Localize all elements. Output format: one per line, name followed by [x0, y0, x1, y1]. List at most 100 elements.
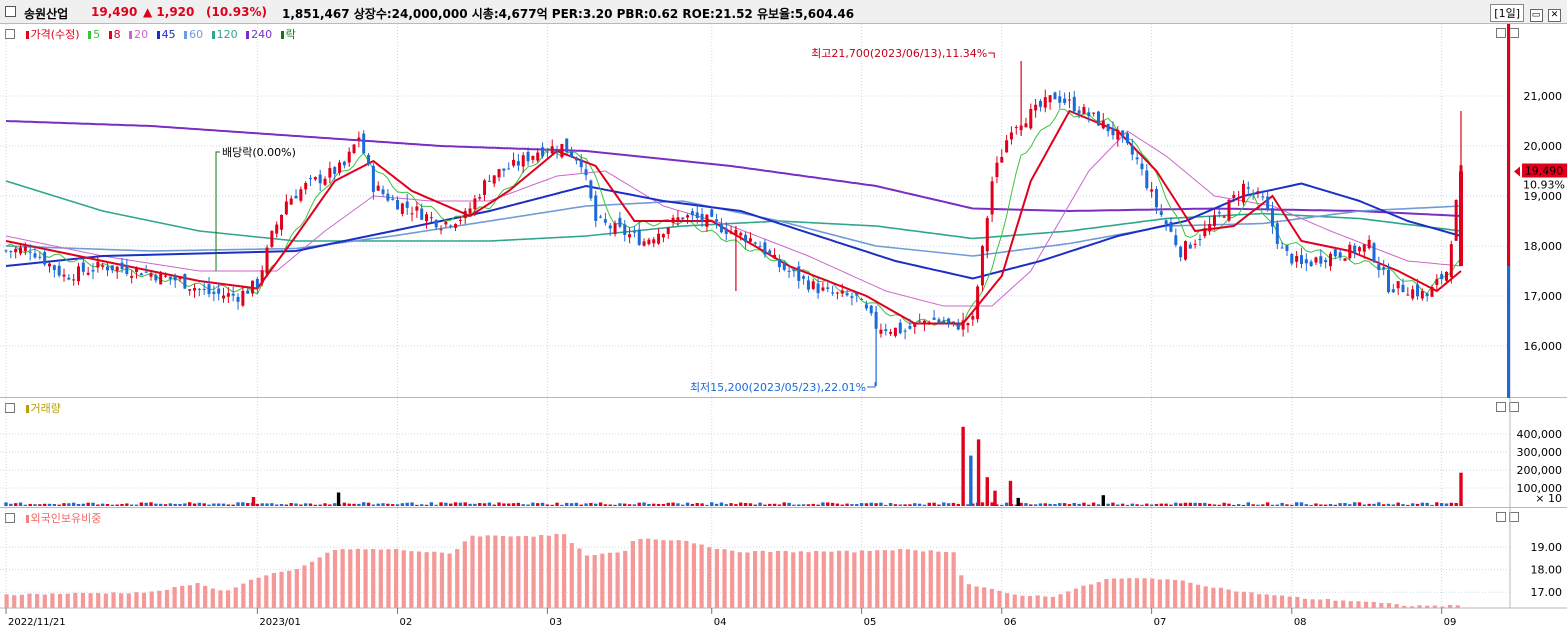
- volume-legend: 거래량: [5, 400, 61, 416]
- legend-volume[interactable]: 거래량: [30, 402, 61, 415]
- volume-bar: [565, 502, 569, 506]
- legend-price[interactable]: 가격(수정): [30, 28, 80, 41]
- foreign-y-tick-label: 19.00: [1531, 541, 1563, 554]
- volume-bar: [1135, 504, 1139, 506]
- legend-ma45[interactable]: 45: [161, 28, 176, 41]
- volume-bar: [971, 503, 975, 506]
- candle-body: [782, 262, 786, 270]
- volume-bar: [328, 504, 332, 506]
- volume-bar: [661, 503, 666, 506]
- legend-ma60[interactable]: 60: [189, 28, 204, 41]
- legend-ma20[interactable]: 20: [134, 28, 149, 41]
- legend-ma8[interactable]: 8: [113, 28, 121, 41]
- x-tick-label: 04: [714, 617, 727, 628]
- volume-bar: [352, 503, 356, 506]
- foreign-bar: [27, 593, 32, 608]
- foreign-bar: [1417, 605, 1422, 608]
- foreign-bar: [951, 552, 956, 608]
- foreign-bar: [531, 536, 536, 608]
- volume-bar: [400, 503, 405, 506]
- foreign-bar: [1371, 601, 1376, 608]
- volume-bar: [647, 504, 651, 506]
- volume-bar: [893, 504, 898, 506]
- foreign-bar: [401, 550, 406, 608]
- candle-body: [81, 262, 85, 272]
- candle-body: [1425, 293, 1429, 297]
- legend-ma240[interactable]: 240: [251, 28, 273, 41]
- volume-bar: [13, 503, 18, 506]
- title-bar: 송원산업 19,490 ▲ 1,920 (10.93%) 1,851,467 상…: [0, 0, 1567, 24]
- dividend-marker-line: [215, 151, 221, 271]
- candle-body: [1121, 130, 1125, 136]
- candle-body: [860, 299, 864, 301]
- foreign-bar: [1012, 594, 1017, 608]
- legend-lock[interactable]: 락: [285, 28, 296, 41]
- foreign-bar: [646, 538, 651, 608]
- candle-body: [57, 265, 61, 276]
- candle-body: [763, 242, 767, 255]
- legend-checkbox[interactable]: [5, 403, 15, 413]
- volume-bar: [415, 504, 419, 506]
- period-selector[interactable]: [1일]: [1490, 4, 1524, 22]
- foreign-bar: [424, 552, 429, 608]
- candle-body: [23, 246, 27, 252]
- volume-bar: [134, 504, 139, 506]
- volume-bar: [1435, 502, 1439, 506]
- foreign-bar: [371, 549, 376, 608]
- legend-ma120[interactable]: 120: [216, 28, 238, 41]
- foreign-bar: [1333, 600, 1338, 608]
- foreign-bar: [1058, 594, 1063, 608]
- panel-min-icon[interactable]: [1496, 512, 1506, 522]
- legend-ma5[interactable]: 5: [93, 28, 101, 41]
- x-tick-label: 2022/11/21: [8, 617, 66, 628]
- candle-body: [1092, 112, 1096, 114]
- volume-bar: [173, 503, 177, 506]
- legend-marker-foreign: [25, 515, 29, 523]
- candle-body: [294, 195, 298, 199]
- volume-bar: [405, 502, 409, 506]
- foreign-bar: [699, 544, 704, 608]
- volume-bar: [1406, 504, 1410, 506]
- foreign-bar: [1180, 580, 1185, 608]
- foreign-bar: [65, 593, 70, 608]
- maximize-icon[interactable]: ▭: [1529, 9, 1543, 22]
- foreign-bar: [523, 536, 529, 608]
- legend-marker-ma5: [88, 31, 92, 39]
- foreign-bar: [1134, 578, 1140, 608]
- volume-bar: [845, 503, 849, 506]
- volume-bar: [221, 503, 226, 506]
- ma-line-5: [5, 108, 1462, 327]
- candle-body: [1072, 96, 1076, 112]
- close-icon[interactable]: ✕: [1548, 9, 1561, 22]
- candle-body: [139, 273, 143, 276]
- candle-body: [483, 180, 487, 195]
- foreign-bar: [88, 593, 93, 608]
- volume-bar: [792, 504, 796, 506]
- panel-min-icon[interactable]: [1496, 402, 1506, 412]
- candle-body: [1038, 100, 1042, 107]
- volume-bar: [1377, 502, 1381, 506]
- candle-body: [135, 268, 139, 272]
- panel-min-icon[interactable]: [1496, 28, 1506, 38]
- volume-bar: [632, 504, 637, 506]
- window-checkbox[interactable]: [5, 6, 16, 17]
- volume-bar: [1314, 503, 1318, 506]
- volume-bar: [318, 504, 322, 506]
- candle-body: [618, 217, 622, 227]
- volume-bar: [710, 502, 714, 506]
- volume-bar: [550, 504, 554, 506]
- candle-body: [1251, 193, 1255, 195]
- foreign-bar: [348, 549, 353, 608]
- volume-bar: [154, 503, 158, 506]
- foreign-bar: [470, 535, 475, 608]
- legend-foreign[interactable]: 외국인보유비중: [30, 512, 102, 525]
- volume-bar: [183, 503, 187, 506]
- candle-body: [241, 290, 245, 306]
- volume-bar: [323, 503, 327, 506]
- volume-bar: [1420, 502, 1425, 506]
- candle-body: [130, 275, 134, 278]
- volume-bar: [835, 503, 840, 506]
- foreign-bar: [760, 550, 765, 608]
- x-tick-label: 09: [1444, 617, 1457, 628]
- candle-body: [632, 231, 636, 233]
